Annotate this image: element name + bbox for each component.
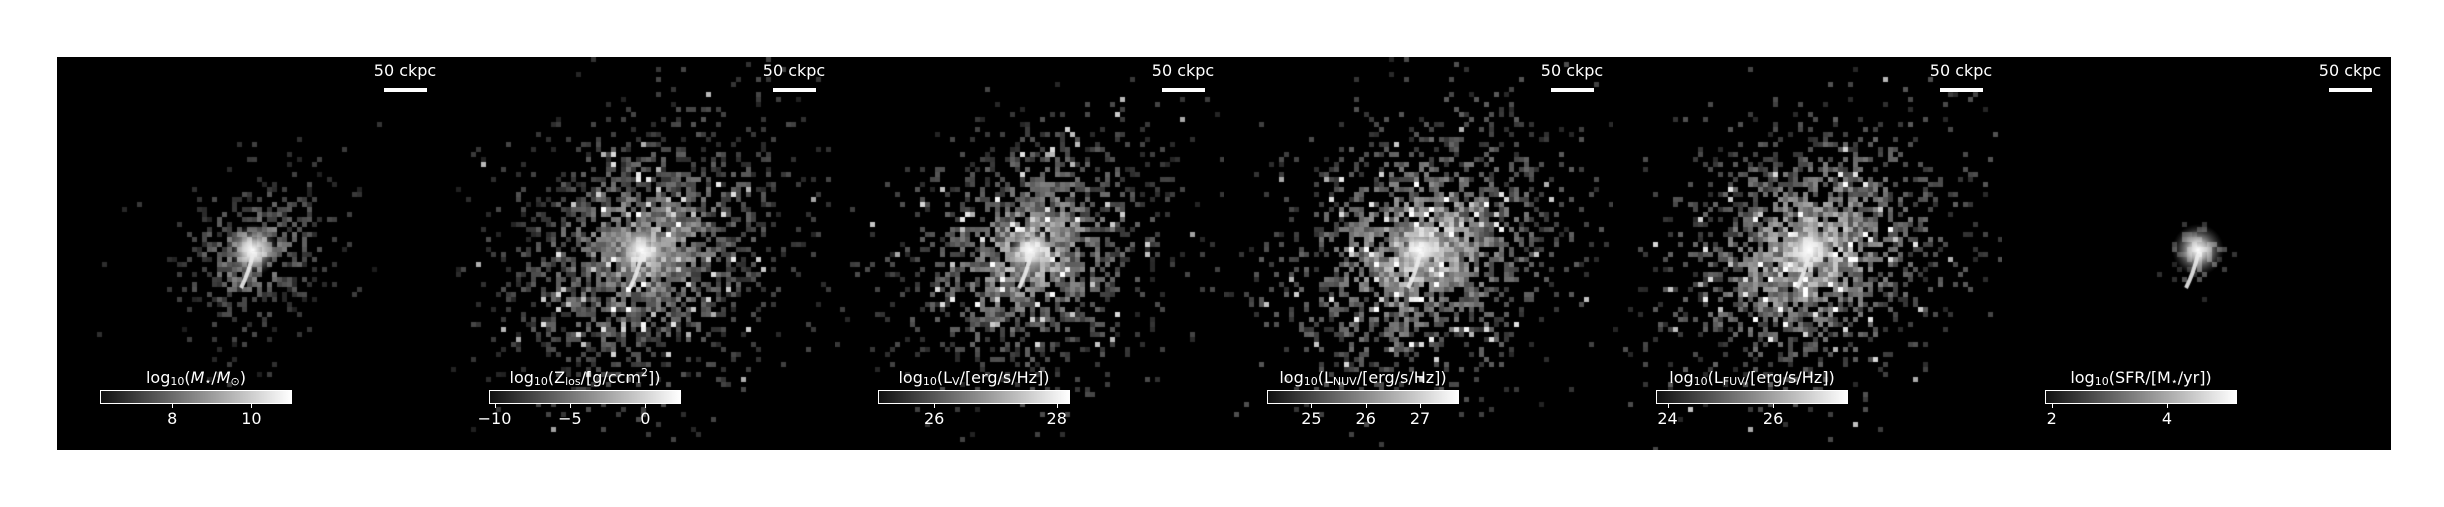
colorbar-gradient <box>489 390 681 404</box>
colorbar-tick-label: 0 <box>640 409 651 428</box>
colorbar-gradient <box>100 390 292 404</box>
scalebar: 50 ckpc <box>1930 61 1992 92</box>
scalebar-line <box>772 88 816 92</box>
map-panel-metallicity: 50 ckpc log10(Zlos/[g/ccm2]) −10 −5 0 <box>446 57 835 450</box>
colorbar-tick-label: −10 <box>477 409 512 428</box>
colorbar-tick <box>1420 404 1421 408</box>
colorbar-ticks: 8 10 <box>100 404 292 428</box>
colorbar-tick-label: 8 <box>167 409 178 428</box>
scalebar-line <box>1550 88 1594 92</box>
colorbar-gradient <box>1656 390 1848 404</box>
colorbar-tick-label: 2 <box>2046 409 2057 428</box>
galaxy-map-image <box>446 57 835 450</box>
colorbar-label: log10(LV/[erg/s/Hz]) <box>898 368 1050 388</box>
colorbar-tick <box>172 404 174 408</box>
scalebar-label: 50 ckpc <box>1151 61 1215 80</box>
colorbar-ticks: 24 26 <box>1656 404 1848 428</box>
scalebar-label: 50 ckpc <box>1929 61 1993 80</box>
colorbar-label: log10(LNUV/[erg/s/Hz]) <box>1279 368 1447 388</box>
colorbar: log10(LFUV/[erg/s/Hz]) 24 26 <box>1656 368 1848 428</box>
scalebar-label: 50 ckpc <box>2318 61 2382 80</box>
colorbar-tick <box>1311 404 1313 408</box>
galaxy-map-image <box>1224 57 1613 450</box>
colorbar-tick <box>251 404 253 408</box>
scalebar: 50 ckpc <box>374 61 436 92</box>
colorbar-tick-label: 24 <box>1657 409 1678 428</box>
colorbar: log10(LNUV/[erg/s/Hz]) 25 26 27 <box>1267 368 1459 428</box>
colorbar-ticks: 26 28 <box>878 404 1070 428</box>
colorbar-tick-label: 25 <box>1301 409 1322 428</box>
colorbar-tick-label: 10 <box>241 409 262 428</box>
galaxy-map-image <box>57 57 446 450</box>
scalebar: 50 ckpc <box>2319 61 2381 92</box>
scalebar-line <box>2328 88 2372 92</box>
colorbar-tick-label: 27 <box>1409 409 1431 428</box>
scalebar-label: 50 ckpc <box>373 61 437 80</box>
colorbar-tick-label: 4 <box>2161 409 2172 428</box>
colorbar-tick-label: 26 <box>923 409 945 428</box>
colorbar-tick <box>2051 404 2053 408</box>
colorbar: log10(SFR/[M⋆/yr]) 2 4 <box>2045 368 2237 428</box>
scalebar-label: 50 ckpc <box>1540 61 1604 80</box>
colorbar-tick <box>2166 404 2168 408</box>
figure-panel-row: 50 ckpc log10(M⋆/M⊙) 8 10 50 ckpc log10(Zlos/… <box>57 57 2393 450</box>
colorbar-label: log10(SFR/[M⋆/yr]) <box>2070 368 2212 388</box>
colorbar: log10(LV/[erg/s/Hz]) 26 28 <box>878 368 1070 428</box>
colorbar-tick <box>494 404 496 408</box>
colorbar-label: log10(M⋆/M⊙) <box>145 368 246 388</box>
colorbar-label: log10(LFUV/[erg/s/Hz]) <box>1669 368 1835 388</box>
scalebar-label: 50 ckpc <box>762 61 826 80</box>
colorbar-tick <box>569 404 571 408</box>
colorbar-tick <box>1365 404 1367 408</box>
colorbar-gradient <box>2045 390 2237 404</box>
colorbar-tick-label: 26 <box>1355 409 1376 428</box>
map-panel-stellar-mass: 50 ckpc log10(M⋆/M⊙) 8 10 <box>57 57 446 450</box>
colorbar-tick <box>1773 404 1775 408</box>
map-panel-star-formation-rate: 50 ckpc log10(SFR/[M⋆/yr]) 2 4 <box>2002 57 2391 450</box>
colorbar-ticks: 25 26 27 <box>1267 404 1459 428</box>
colorbar-tick-label: 26 <box>1762 409 1784 428</box>
galaxy-map-image <box>835 57 1224 450</box>
scalebar-line <box>1939 88 1983 92</box>
colorbar-ticks: −10 −5 0 <box>478 404 681 428</box>
scalebar-line <box>1161 88 1205 92</box>
galaxy-map-image <box>2002 57 2391 450</box>
colorbar-tick-label: −5 <box>558 409 582 428</box>
colorbar-tick <box>1056 404 1058 408</box>
scalebar: 50 ckpc <box>1541 61 1603 92</box>
colorbar-tick <box>645 404 647 408</box>
colorbar-tick-label: 28 <box>1046 409 1067 428</box>
galaxy-map-image <box>1613 57 2002 450</box>
colorbar-label: log10(Zlos/[g/ccm2]) <box>509 366 661 388</box>
map-panel-v-band-luminosity: 50 ckpc log10(LV/[erg/s/Hz]) 26 28 <box>835 57 1224 450</box>
map-panel-nuv-luminosity: 50 ckpc log10(LNUV/[erg/s/Hz]) 25 26 27 <box>1224 57 1613 450</box>
scalebar-line <box>383 88 427 92</box>
map-panel-fuv-luminosity: 50 ckpc log10(LFUV/[erg/s/Hz]) 24 26 <box>1613 57 2002 450</box>
colorbar: log10(M⋆/M⊙) 8 10 <box>100 368 292 428</box>
colorbar-gradient <box>878 390 1070 404</box>
colorbar-gradient <box>1267 390 1459 404</box>
colorbar-tick <box>934 404 936 408</box>
scalebar: 50 ckpc <box>1152 61 1214 92</box>
scalebar: 50 ckpc <box>763 61 825 92</box>
colorbar-tick <box>1667 404 1669 408</box>
colorbar: log10(Zlos/[g/ccm2]) −10 −5 0 <box>478 366 681 428</box>
